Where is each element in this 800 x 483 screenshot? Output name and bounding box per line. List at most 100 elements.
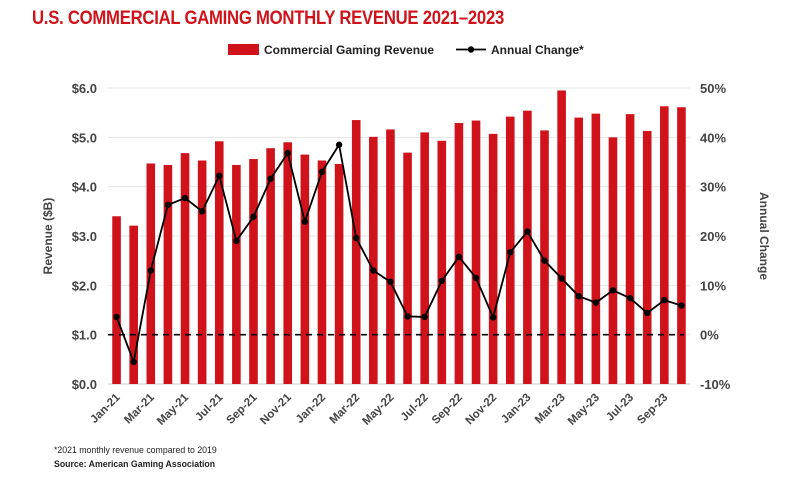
bar xyxy=(677,107,686,385)
bar xyxy=(574,117,584,384)
y2-tick-label: 40% xyxy=(700,130,726,145)
y-tick-label: $3.0 xyxy=(72,229,97,244)
bar xyxy=(197,160,207,384)
bar xyxy=(232,164,241,384)
annual-change-line xyxy=(115,142,682,366)
x-tick-label: Jul-23 xyxy=(604,392,636,424)
line-point xyxy=(558,275,565,282)
x-tick-label: Nov-22 xyxy=(464,392,500,428)
line-point xyxy=(489,314,497,321)
y-tick-label: $5.0 xyxy=(72,130,97,145)
legend-label-revenue: Commercial Gaming Revenue xyxy=(264,43,434,57)
y2-tick-label: 20% xyxy=(700,229,726,244)
x-tick-label: Sep-22 xyxy=(430,392,465,427)
line-point xyxy=(250,213,257,220)
line-point xyxy=(216,172,223,180)
line-point xyxy=(644,309,651,317)
line-point xyxy=(524,228,531,235)
x-tick-label: Jan-21 xyxy=(88,391,123,426)
bar xyxy=(403,152,412,384)
bar xyxy=(471,120,481,384)
bar xyxy=(523,110,532,385)
bar xyxy=(180,153,190,384)
footnote: *2021 monthly revenue compared to 2019 xyxy=(54,445,217,456)
legend-label-annual-change: Annual Change* xyxy=(491,43,584,57)
bar xyxy=(214,141,224,384)
x-tick-label: Jan-22 xyxy=(294,392,328,426)
y-tick-label: $4.0 xyxy=(72,180,97,195)
line-point xyxy=(626,294,634,302)
y2-tick-label: 30% xyxy=(700,180,726,195)
bar xyxy=(608,137,618,384)
line-point xyxy=(233,237,240,245)
bar xyxy=(488,133,498,384)
y2-tick-label: 10% xyxy=(700,278,726,293)
bar xyxy=(300,154,310,384)
line-point xyxy=(455,253,463,260)
x-tick-label: Sep-21 xyxy=(224,391,260,427)
line-point xyxy=(147,267,154,274)
x-tick-label: May-21 xyxy=(155,391,191,427)
y2-tick-label: -10% xyxy=(700,377,731,392)
x-tick-label: Mar-23 xyxy=(533,392,568,427)
line-point xyxy=(370,267,377,274)
chart-title: U.S. COMMERCIAL GAMING MONTHLY REVENUE 2… xyxy=(32,8,505,29)
bar xyxy=(420,132,429,384)
bar xyxy=(369,136,378,384)
bar xyxy=(351,120,361,385)
bar xyxy=(557,90,566,384)
bar xyxy=(317,160,327,384)
line-point xyxy=(130,358,137,365)
bar xyxy=(437,140,447,384)
y-tick-label: $2.0 xyxy=(72,278,97,293)
line-point xyxy=(267,175,274,182)
line-point xyxy=(335,141,343,148)
x-tick-label: Mar-21 xyxy=(122,391,157,426)
y2-tick-label: 0% xyxy=(700,328,719,343)
line-point xyxy=(198,208,206,215)
bar xyxy=(591,113,601,385)
legend-line-marker xyxy=(467,46,475,53)
bar xyxy=(163,164,173,384)
line-point xyxy=(301,218,309,225)
y-tick-label: $1.0 xyxy=(72,328,97,343)
line-point xyxy=(421,313,428,321)
line-point xyxy=(678,302,685,309)
bar xyxy=(129,225,138,384)
line-point xyxy=(438,277,445,285)
line-point xyxy=(404,313,411,320)
x-tick-label: Jul-22 xyxy=(399,392,431,424)
x-tick-label: May-22 xyxy=(361,392,397,428)
x-tick-label: Sep-23 xyxy=(635,392,670,427)
line-point xyxy=(284,149,291,157)
bar xyxy=(540,130,549,384)
line-point xyxy=(575,292,582,300)
x-tick-label: Nov-21 xyxy=(258,391,294,427)
legend-bar-swatch xyxy=(228,44,259,55)
line-point xyxy=(507,249,514,256)
bar xyxy=(642,130,652,384)
bar xyxy=(625,114,635,384)
line-point xyxy=(387,278,394,286)
line-point xyxy=(592,299,600,306)
bar xyxy=(454,123,464,384)
bar xyxy=(249,159,258,384)
y-tick-label: $0.0 xyxy=(72,377,97,392)
line-point xyxy=(472,274,480,282)
line-point xyxy=(164,201,172,209)
y-axis-title: Revenue ($B) xyxy=(41,198,55,275)
x-tick-label: Mar-22 xyxy=(328,392,363,427)
line-point xyxy=(181,194,189,202)
y2-axis-title: Annual Change xyxy=(757,192,771,280)
bar xyxy=(266,148,275,384)
x-tick-label: Jan-23 xyxy=(499,392,533,426)
line-point xyxy=(113,313,120,321)
source-note: Source: American Gaming Association xyxy=(54,459,216,470)
line-point xyxy=(609,287,617,294)
x-tick-label: May-23 xyxy=(566,392,602,428)
bar xyxy=(283,142,293,384)
bar xyxy=(334,163,344,384)
line-point xyxy=(318,168,326,176)
bar xyxy=(386,129,395,384)
